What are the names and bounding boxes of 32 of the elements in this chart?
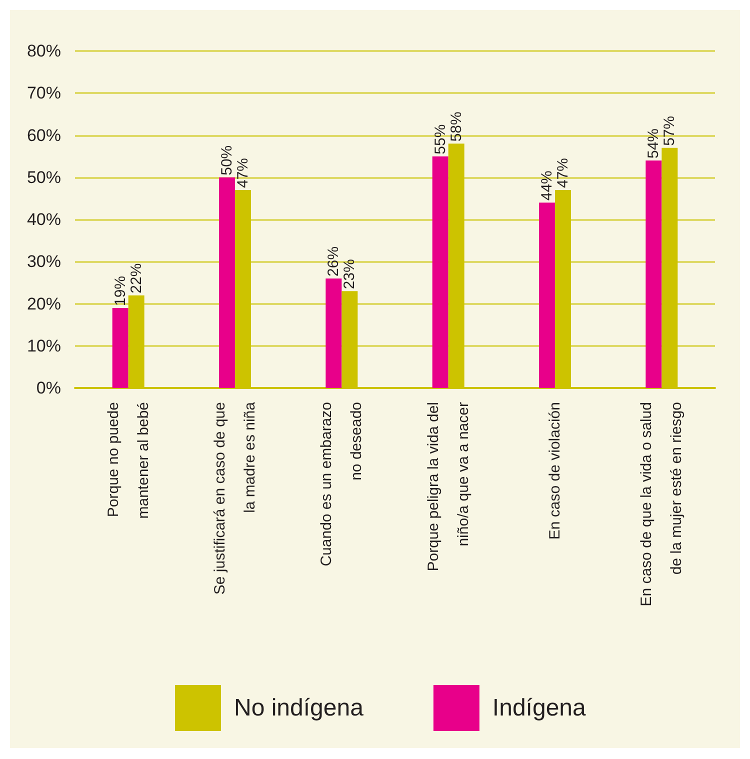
x-tick-label: En caso de violación <box>546 402 564 540</box>
legend-label: Indígena <box>492 694 587 722</box>
y-tick-label: 20% <box>26 294 61 314</box>
y-tick-label: 60% <box>26 126 61 145</box>
bar <box>646 160 662 388</box>
y-tick-label: 0% <box>36 378 61 398</box>
data-label: 55% <box>432 124 449 154</box>
data-label: 44% <box>538 170 556 201</box>
data-label: 22% <box>128 263 145 294</box>
bar <box>219 177 235 388</box>
y-tick-label: 50% <box>26 168 61 187</box>
legend-label: No indígena <box>234 694 364 722</box>
y-tick-label: 80% <box>26 42 61 60</box>
y-tick-label: 30% <box>26 252 61 272</box>
data-label: 58% <box>448 112 465 142</box>
data-label: 26% <box>325 246 342 276</box>
bar <box>432 156 448 388</box>
bar <box>112 308 128 388</box>
data-label: 50% <box>218 145 236 176</box>
data-label: 47% <box>554 158 572 188</box>
bar <box>539 202 555 388</box>
x-tick-label: En caso de que la vida o salud de la mujer esté en riesgo <box>638 402 686 606</box>
y-tick-label: 40% <box>26 210 61 229</box>
data-label: 54% <box>645 128 662 159</box>
data-label: 57% <box>661 116 678 146</box>
data-label: 47% <box>234 158 252 188</box>
y-tick-label: 10% <box>26 336 61 356</box>
bar <box>326 278 342 388</box>
y-tick-label: 70% <box>26 84 61 103</box>
data-label: 19% <box>112 276 129 306</box>
x-tick-label: Porque no puede mantener al bebé <box>104 402 152 519</box>
data-label: 23% <box>341 259 358 290</box>
